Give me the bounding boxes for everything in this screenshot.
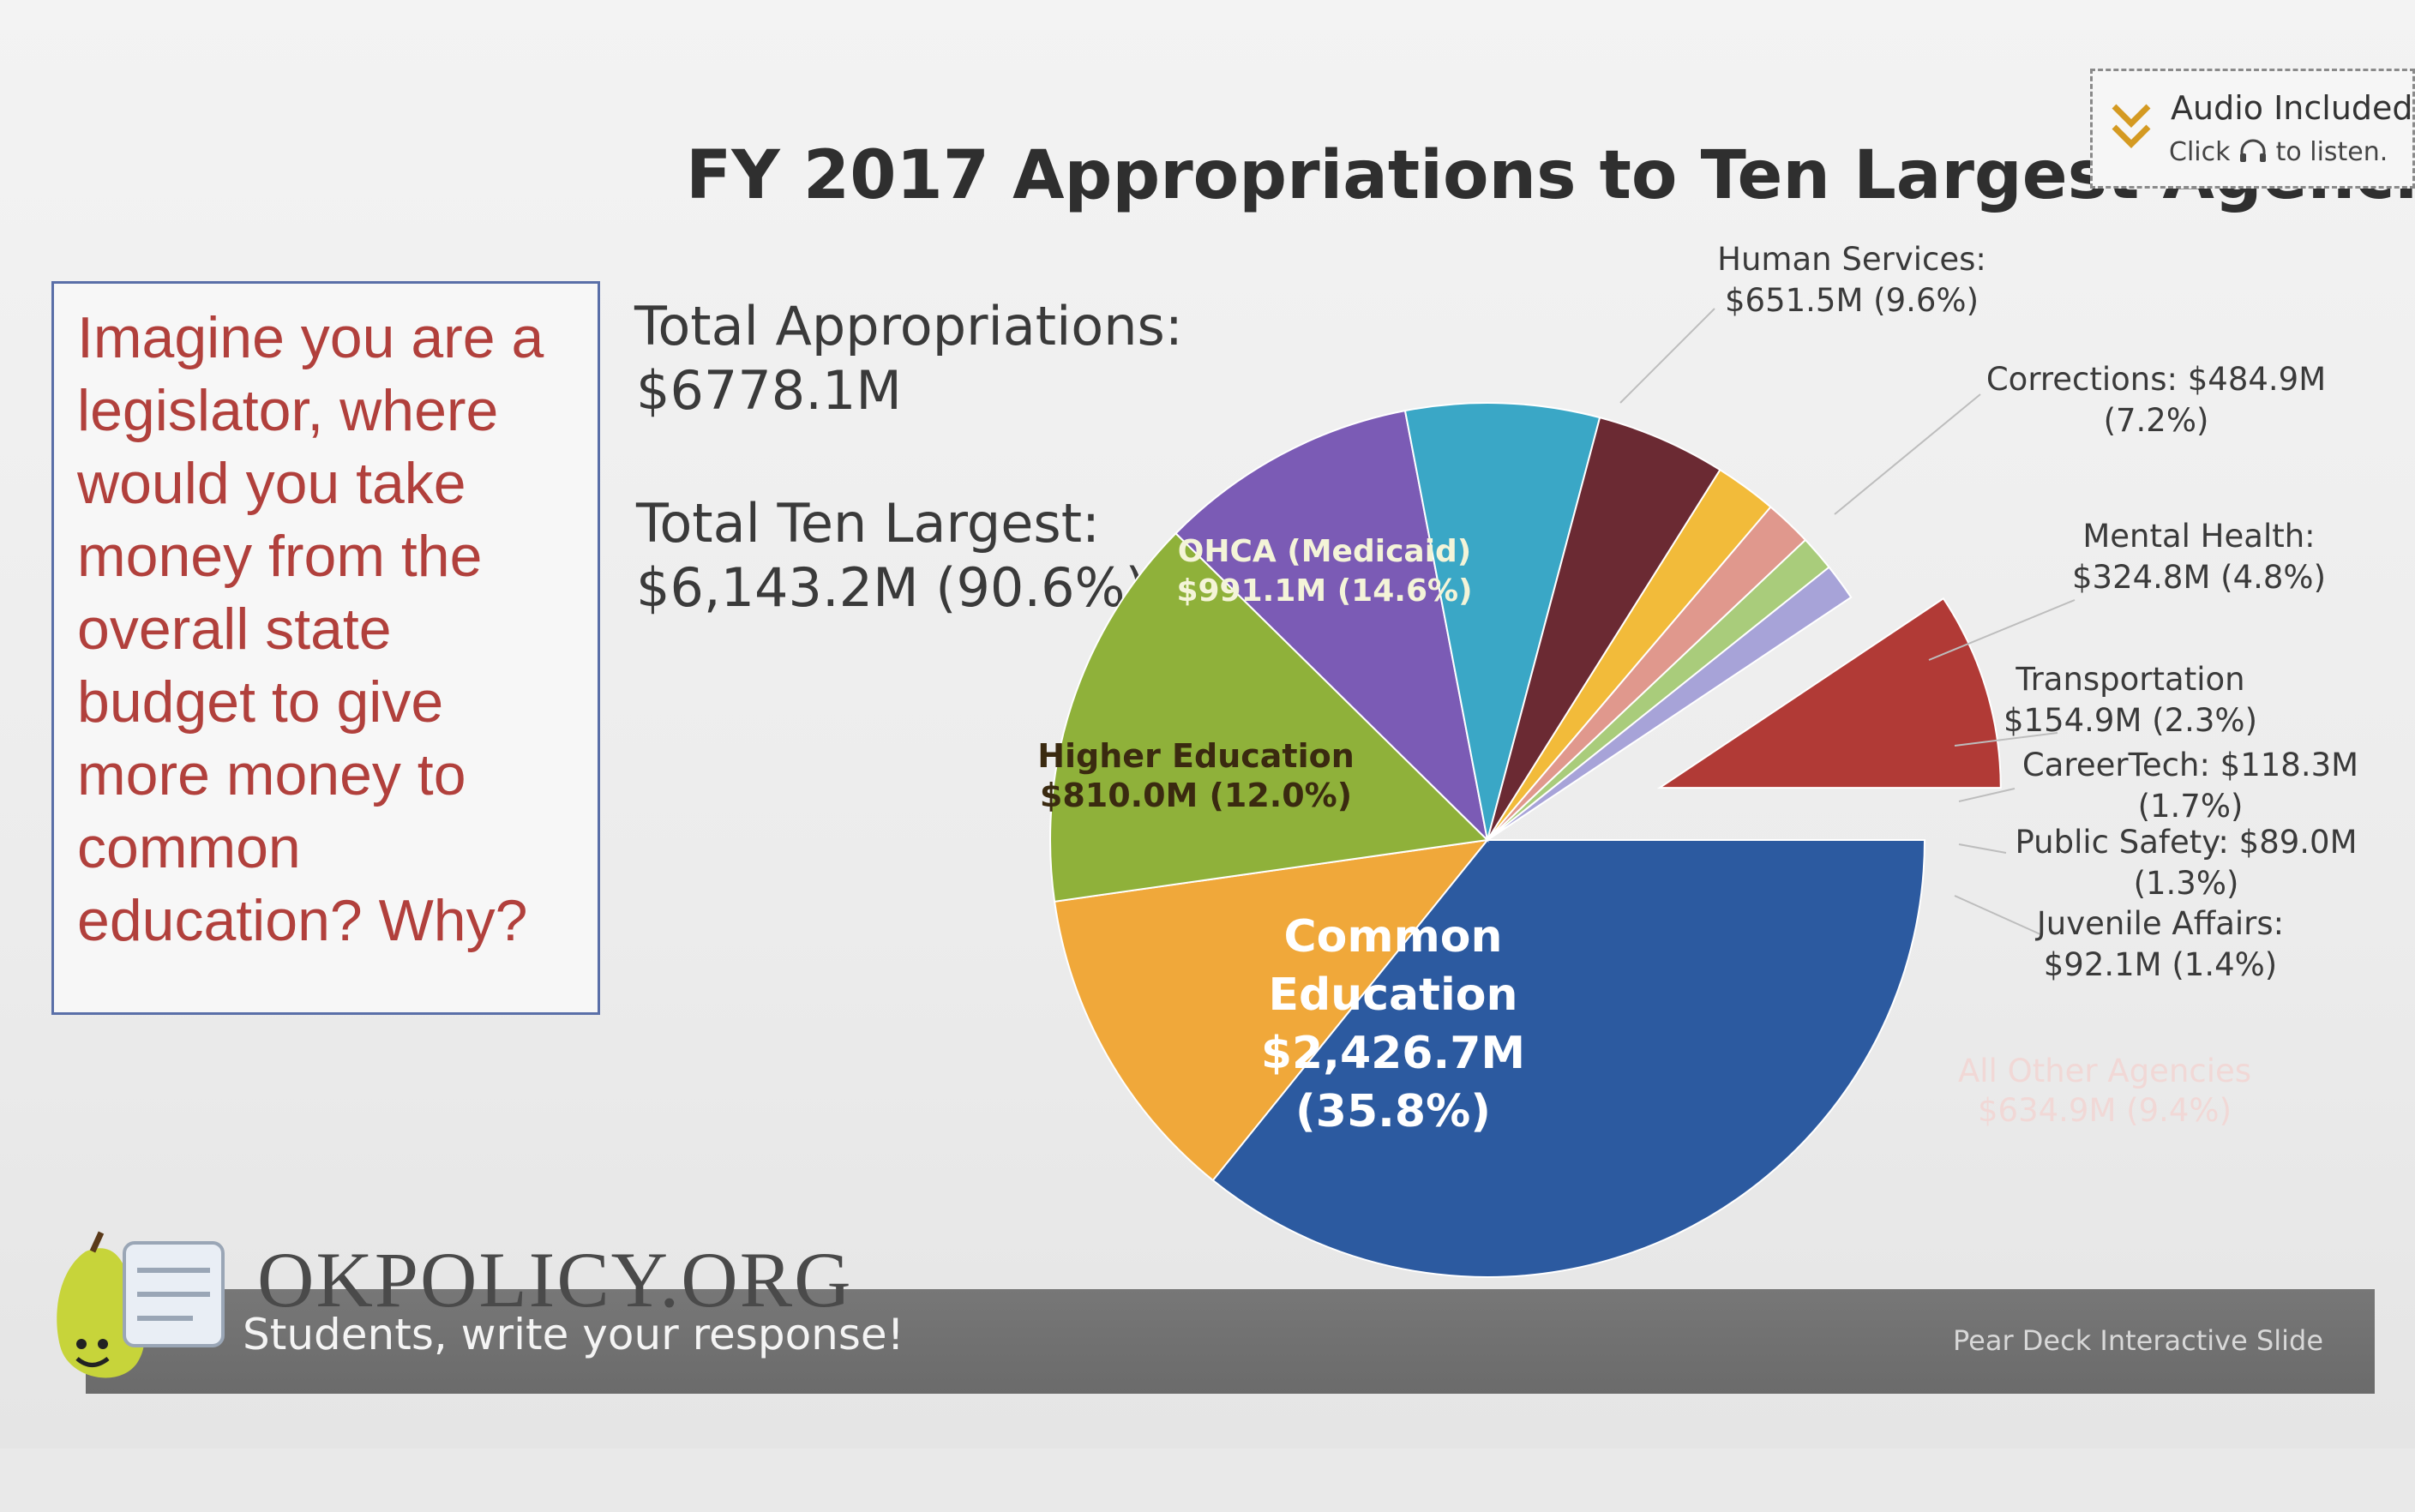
total-appropriations-value: $6778.1M [636,359,902,422]
slice-label-public-safety: Public Safety: $89.0M (1.3%) [2016,824,2358,902]
bottom-strip [0,1449,2415,1512]
chat-bubble-icon [123,1241,225,1347]
chevron-double-down-icon[interactable] [2109,101,2154,156]
leader-line-human-services [1619,308,1715,404]
prompt-box [51,281,600,1015]
leader-line-mental-health [1928,599,2076,661]
okpolicy-logo: OKPOLICY.ORG [257,1236,853,1323]
slice-label-human-services: Human Services: $651.5M (9.6%) [1717,241,1986,319]
pie-slice-mental-health [1487,416,1721,841]
slice-label-careertech: CareerTech: $118.3M (1.7%) [2022,747,2358,825]
prompt-text: Imagine you are a legislator, where woul… [77,305,544,953]
slice-label-transportation: Transportation $154.9M (2.3%) [2003,661,2257,739]
slice-label-corrections: Corrections: $484.9M (7.2%) [1986,361,2326,439]
headphones-icon[interactable] [2238,138,2268,164]
slice-label-juvenile-affairs: Juvenile Affairs: $92.1M (1.4%) [2035,905,2284,983]
leader-line-corrections [1834,393,1981,515]
audio-hint-listen: to listen. [2275,137,2388,167]
peardeck-label: Pear Deck Interactive Slide [1953,1324,2324,1357]
leader-line-transportation [1954,732,2058,747]
leader-line-careertech [1958,788,2016,802]
respond-instruction: Students, write your response! [243,1310,904,1359]
total-appropriations-label: Total Appropriations: [634,295,1183,357]
slice-label-higher-education: Higher Education $810.0M (12.0%) [1037,737,1355,814]
pie-slice-higher-education [1053,838,1490,1182]
total-ten-largest-value: $6,143.2M (90.6%) [636,556,1146,619]
audio-hint-click: Click [2169,137,2231,167]
response-bar[interactable] [86,1289,2375,1394]
pear-icon [57,1231,225,1378]
slice-label-mental-health: Mental Health: $324.8M (4.8%) [2072,518,2326,596]
pie-slice-all-other-agencies [1656,597,2002,789]
leader-line-public-safety [1958,843,2007,854]
audio-hint: Click to listen. [2169,137,2388,167]
slice-label-all-other-agencies: All Other Agencies $634.9M (9.4%) [1958,1053,2251,1129]
leader-line-juvenile-affairs [1954,895,2041,935]
total-ten-largest-label: Total Ten Largest: [636,492,1100,555]
pie-slice-human-services [1174,409,1489,843]
audio-title: Audio Included [2171,89,2413,127]
pie-slice-common-education [1211,839,1926,1278]
pie-slice-corrections [1403,402,1601,841]
slice-label-ohca-medicaid: OHCA (Medicaid) $991.1M (14.6%) [1176,534,1472,609]
pie-slice-juvenile-affairs [1487,566,1853,841]
slice-label-common-education: Common Education $2,426.7M (35.8%) [1261,911,1525,1137]
pie-slice-ohca-medicaid [1049,531,1490,903]
